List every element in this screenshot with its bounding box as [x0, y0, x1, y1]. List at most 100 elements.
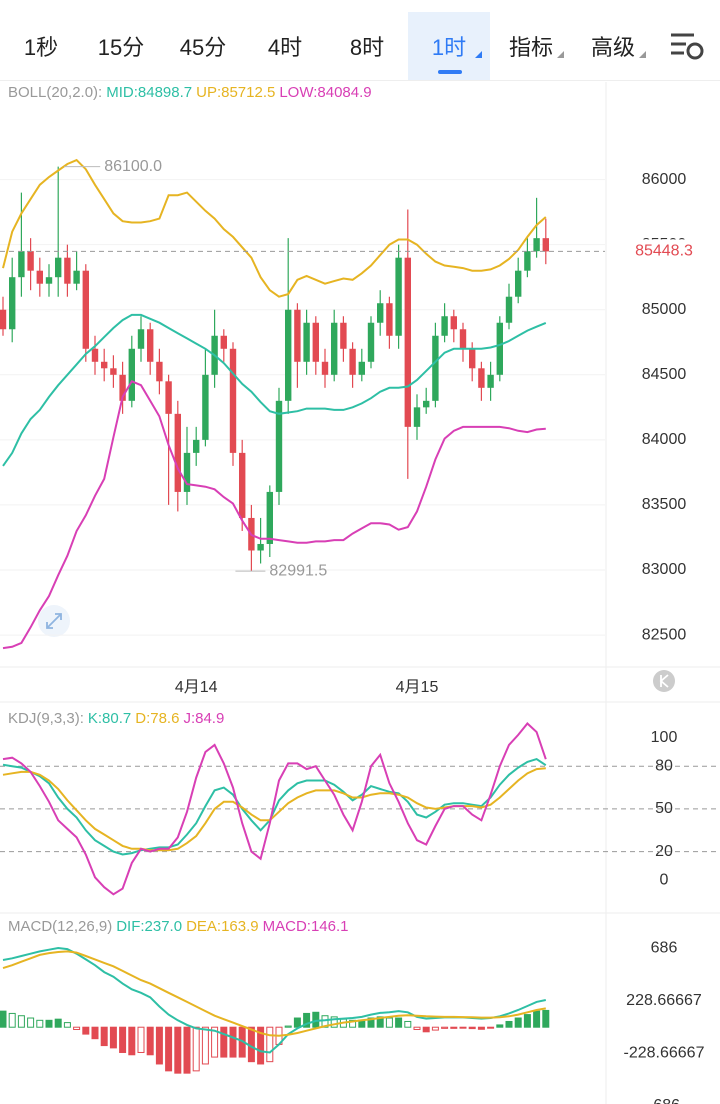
candle-body [533, 238, 540, 252]
macd-bar [17, 1015, 25, 1028]
legend-entry: UP:85712.5 [196, 84, 276, 101]
candle-body [285, 309, 292, 401]
macd-bar [100, 1026, 108, 1047]
candle-body [303, 322, 310, 362]
macd-bar [73, 1026, 81, 1031]
legend-entry: D:78.6 [135, 710, 180, 727]
macd-bar [395, 1017, 403, 1028]
candle-body [165, 381, 172, 414]
macd-bar [63, 1022, 71, 1028]
macd-bar [192, 1026, 200, 1072]
expand-icon[interactable] [38, 605, 70, 637]
macd-bar [468, 1026, 476, 1030]
legend-entry: J:84.9 [183, 710, 225, 727]
max-label: 86100.0 [104, 158, 162, 175]
indicator-line [2, 313, 547, 467]
macd-bar [82, 1026, 90, 1035]
last-price-label: 85448.3 [635, 243, 693, 260]
macd-bar [8, 1012, 16, 1028]
candle-body [73, 270, 80, 284]
kline-toggle-icon[interactable] [653, 670, 675, 692]
macd-bar [211, 1026, 219, 1058]
macd-bar [174, 1026, 182, 1074]
settings-icon[interactable] [668, 27, 708, 67]
candle-body [202, 374, 209, 440]
y-tick-label: 0 [660, 871, 669, 888]
candle-body [542, 238, 549, 252]
candle-body [156, 361, 163, 382]
indicator-title: KDJ(9,3,3): [8, 710, 84, 727]
expand-icon-glyph [46, 613, 62, 629]
indicator-line [2, 758, 547, 856]
candle-body [36, 270, 43, 284]
macd-bar [385, 1017, 393, 1028]
macd-bar [201, 1026, 209, 1065]
y-tick-label: 84500 [642, 366, 687, 383]
macd-bar [155, 1026, 163, 1065]
indicator-title: MACD(12,26,9) [8, 918, 113, 935]
settings-gear [686, 42, 704, 60]
macd-bar [404, 1020, 412, 1028]
macd-bar [422, 1026, 430, 1033]
candle-body [358, 361, 365, 375]
macd-bar [45, 1019, 53, 1028]
tab[interactable]: 8时 [349, 35, 385, 60]
macd-bar [523, 1014, 531, 1028]
macd-bar [27, 1017, 35, 1028]
macd-bar [109, 1026, 117, 1049]
y-tick-label: 100 [651, 729, 678, 746]
y-tick-label: 86000 [642, 171, 687, 188]
candle-body [423, 400, 430, 408]
candle-body [496, 322, 503, 375]
tab[interactable]: 1秒 [23, 35, 59, 60]
macd-legend: MACD(12,26,9) DIF:237.0 DEA:163.9 MACD:1… [8, 918, 349, 935]
legend-entry: LOW:84084.9 [279, 84, 372, 101]
x-tick-label: 4月15 [396, 679, 439, 696]
boll-legend: BOLL(20,2.0): MID:84898.7 UP:85712.5 LOW… [8, 84, 372, 101]
macd-bar [293, 1017, 301, 1028]
macd-bar [514, 1017, 522, 1028]
candle-body [386, 303, 393, 336]
macd-bar [413, 1026, 421, 1031]
toggle-bg [653, 670, 675, 692]
tab[interactable]: 45分 [179, 35, 227, 60]
y-tick-label: 85000 [642, 301, 687, 318]
tab[interactable]: 15分 [97, 35, 145, 60]
candle-body [377, 303, 384, 323]
macd-bar [0, 1010, 7, 1028]
candle-body [55, 257, 62, 278]
candle-body [441, 316, 448, 336]
macd-bar [284, 1025, 292, 1028]
macd-bar [533, 1010, 541, 1028]
candle-body [524, 251, 531, 271]
candle-body [91, 348, 99, 362]
candle-body [183, 452, 191, 492]
candle-body [82, 270, 89, 349]
x-tick-label: 4月14 [175, 679, 218, 696]
candle-body [0, 309, 7, 330]
tab[interactable]: 指标 [490, 12, 572, 80]
toggle-glyph [659, 674, 669, 688]
y-tick-label: 228.66667 [626, 992, 702, 1009]
candle-body [266, 491, 273, 544]
candle-body [331, 322, 338, 375]
y-tick-label: 20 [655, 843, 673, 860]
indicator-line [2, 946, 547, 1054]
tab[interactable]: 高级 [572, 12, 654, 80]
macd-bar [459, 1026, 467, 1029]
macd-bar [349, 1019, 357, 1028]
tab-label: 1时 [431, 35, 467, 60]
candle-body [321, 361, 329, 375]
candle-body [312, 322, 319, 362]
macd-bar [128, 1026, 136, 1056]
tab[interactable]: 1时 [408, 12, 490, 80]
candle-body [27, 251, 34, 271]
kdj-legend: KDJ(9,3,3): K:80.7 D:78.6 J:84.9 [8, 710, 224, 727]
tab[interactable]: 4时 [267, 35, 303, 60]
candle-body [432, 335, 439, 401]
macd-bar [303, 1012, 311, 1028]
candle-body [294, 309, 301, 362]
candle-body [404, 257, 411, 427]
